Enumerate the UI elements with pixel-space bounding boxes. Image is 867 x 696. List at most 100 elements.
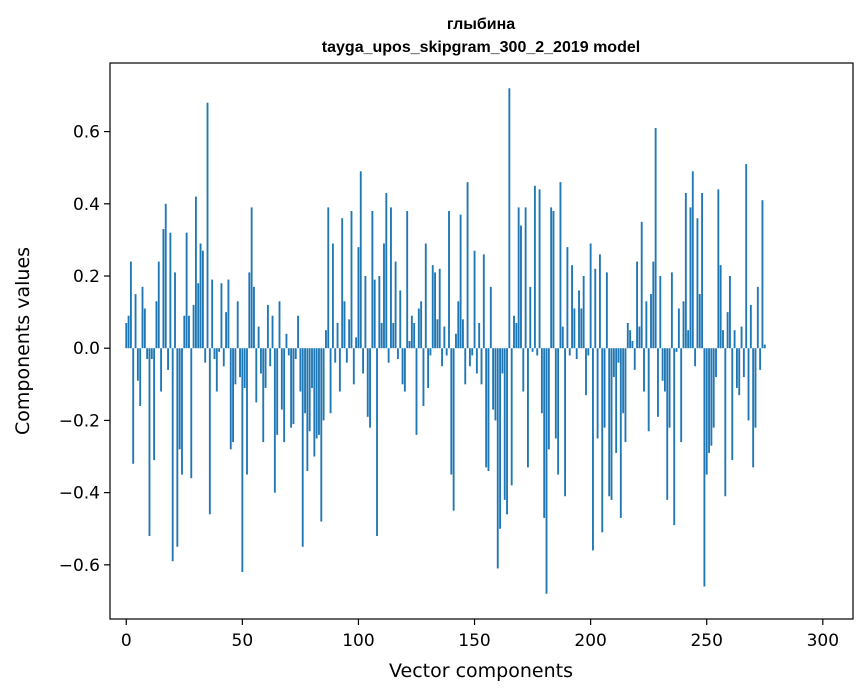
bar bbox=[573, 308, 576, 349]
bar bbox=[494, 348, 497, 421]
bar bbox=[155, 301, 158, 349]
bar bbox=[459, 214, 462, 349]
bar bbox=[148, 348, 151, 536]
bar bbox=[250, 207, 253, 349]
bar bbox=[352, 348, 355, 385]
bar bbox=[341, 218, 344, 349]
bar bbox=[262, 348, 265, 443]
y-tick-label: −0.4 bbox=[59, 484, 100, 504]
bar bbox=[489, 286, 492, 349]
bar bbox=[545, 348, 548, 594]
bar bbox=[582, 276, 585, 349]
bar bbox=[608, 348, 611, 497]
bar bbox=[150, 348, 153, 360]
bar bbox=[622, 348, 625, 414]
bar bbox=[585, 348, 587, 396]
bar bbox=[592, 348, 594, 551]
bar bbox=[290, 348, 293, 428]
bar bbox=[747, 348, 750, 421]
bar bbox=[199, 243, 202, 349]
bar bbox=[703, 348, 706, 587]
bar bbox=[299, 348, 302, 392]
bar bbox=[294, 348, 297, 360]
bar bbox=[517, 207, 520, 349]
bar bbox=[575, 348, 578, 360]
bar bbox=[392, 322, 395, 349]
bar-series bbox=[125, 88, 766, 594]
bar bbox=[441, 348, 443, 367]
bar bbox=[146, 348, 149, 360]
bar bbox=[450, 348, 453, 475]
bar bbox=[371, 211, 374, 349]
bar bbox=[236, 301, 239, 349]
bar bbox=[188, 315, 190, 349]
bar bbox=[475, 348, 478, 374]
bar bbox=[657, 348, 659, 417]
bar bbox=[638, 326, 641, 349]
bar bbox=[666, 348, 669, 500]
bar bbox=[406, 211, 409, 349]
bar bbox=[139, 348, 142, 406]
bar bbox=[650, 294, 652, 349]
bar bbox=[269, 348, 272, 367]
bar bbox=[420, 301, 423, 349]
bar bbox=[287, 348, 290, 356]
bar bbox=[380, 322, 383, 349]
bar bbox=[401, 348, 404, 385]
bar bbox=[408, 341, 411, 349]
bar bbox=[211, 279, 214, 349]
bar bbox=[431, 265, 434, 349]
y-tick-label: 0.6 bbox=[73, 123, 100, 143]
bar bbox=[181, 348, 183, 475]
bar bbox=[366, 348, 369, 417]
bar bbox=[587, 348, 590, 356]
bar bbox=[594, 268, 597, 349]
bar bbox=[183, 315, 186, 349]
bar bbox=[754, 348, 757, 428]
bar bbox=[696, 218, 699, 349]
bar bbox=[143, 308, 146, 349]
bar bbox=[169, 232, 172, 349]
bar bbox=[708, 348, 710, 453]
x-axis-label: Vector components bbox=[389, 660, 573, 682]
bar bbox=[273, 348, 276, 493]
bar bbox=[373, 279, 376, 349]
bar bbox=[682, 301, 685, 349]
bar bbox=[615, 348, 618, 453]
bar bbox=[167, 348, 169, 370]
bar bbox=[763, 344, 766, 349]
bar bbox=[134, 294, 137, 349]
bar bbox=[132, 348, 135, 464]
bar bbox=[301, 348, 304, 547]
bar bbox=[654, 127, 657, 349]
bar bbox=[487, 348, 490, 471]
bar bbox=[626, 322, 629, 349]
bar bbox=[691, 171, 694, 349]
bar bbox=[547, 348, 550, 450]
bar bbox=[533, 185, 536, 349]
bar bbox=[643, 348, 645, 392]
bar bbox=[322, 348, 325, 421]
bar bbox=[218, 348, 221, 352]
bar bbox=[687, 330, 690, 349]
x-tick-label: 200 bbox=[574, 631, 606, 651]
bar bbox=[540, 348, 543, 414]
bar bbox=[580, 308, 583, 349]
bar bbox=[355, 337, 358, 349]
bar bbox=[603, 348, 606, 428]
bar bbox=[524, 207, 527, 349]
bar bbox=[745, 164, 748, 349]
bar bbox=[350, 211, 353, 349]
bar bbox=[176, 348, 179, 547]
bar bbox=[731, 348, 734, 461]
x-tick-label: 100 bbox=[342, 631, 374, 651]
bar bbox=[190, 348, 193, 479]
bar bbox=[617, 348, 620, 363]
bar bbox=[285, 333, 288, 349]
bar bbox=[520, 225, 522, 349]
bar bbox=[503, 348, 506, 500]
bar bbox=[543, 348, 546, 518]
bar bbox=[396, 348, 399, 360]
bar bbox=[434, 272, 436, 349]
bar bbox=[329, 348, 332, 414]
